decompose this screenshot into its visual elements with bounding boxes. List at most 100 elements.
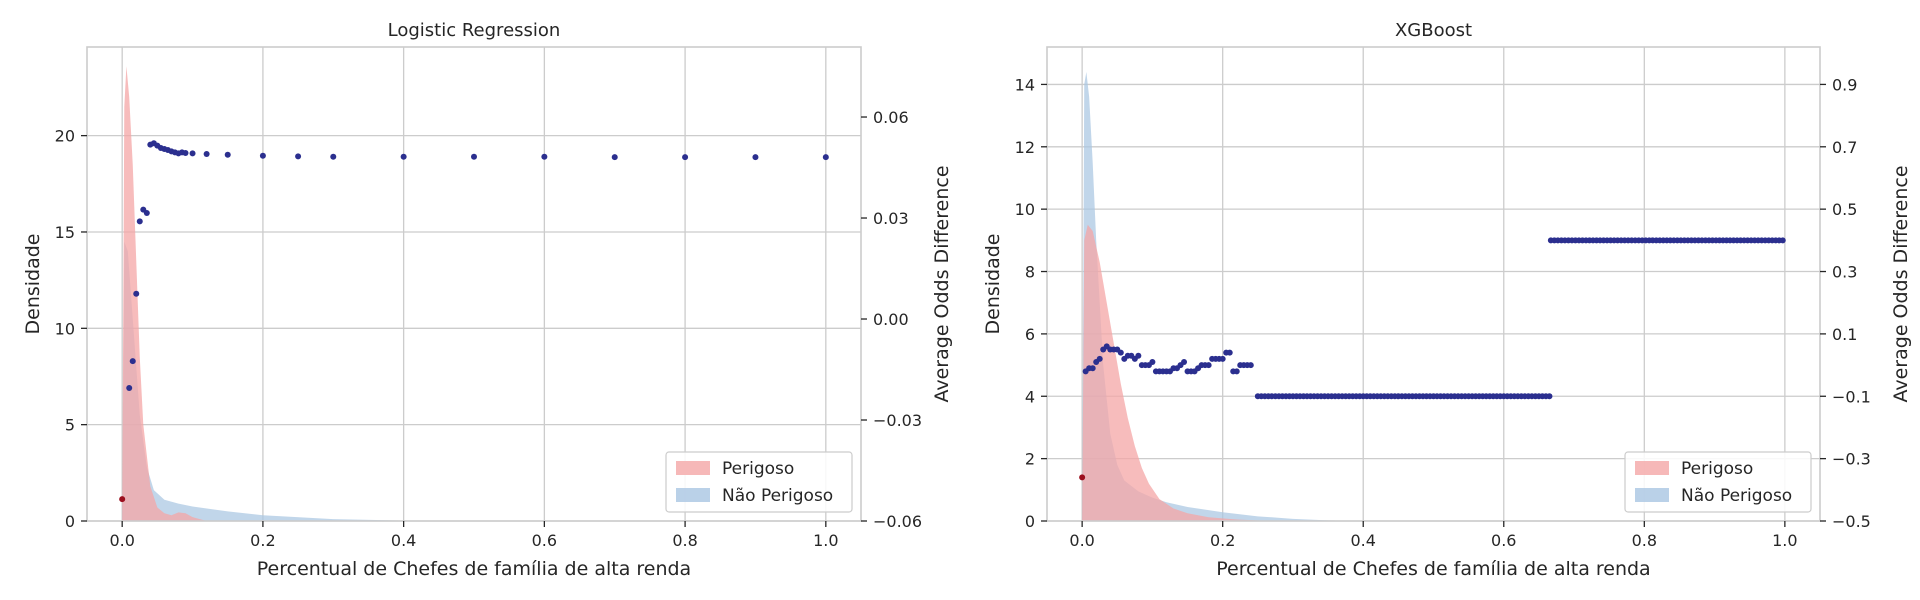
x-axis-ticks: 0.0 0.2 0.4 0.6 0.8 1.0 — [109, 521, 839, 550]
y-tick-label: 5 — [65, 416, 75, 435]
x-tick-label: 1.0 — [1772, 531, 1797, 550]
odds-difference-points — [119, 140, 829, 503]
odds-difference-point — [1779, 237, 1786, 244]
odds-difference-point — [143, 209, 150, 216]
odds-difference-point — [752, 154, 759, 161]
x-tick-label: 0.8 — [1632, 531, 1657, 550]
odds-difference-point — [136, 218, 143, 225]
y2-tick-label: −0.5 — [1832, 512, 1871, 531]
y2-tick-label: 0.06 — [873, 108, 909, 127]
odds-difference-point — [1117, 349, 1124, 356]
x-tick-label: 0.4 — [1351, 531, 1376, 550]
y-axis-label: Densidade — [982, 234, 1004, 335]
odds-difference-point — [295, 153, 302, 160]
x-axis-ticks: 0.0 0.2 0.4 0.6 0.8 1.0 — [1069, 521, 1798, 550]
odds-difference-point — [133, 290, 140, 297]
y2-tick-label: −0.1 — [1832, 387, 1871, 406]
y2-tick-label: 0.7 — [1832, 138, 1857, 157]
legend-swatch-perigoso — [1635, 461, 1669, 475]
y-tick-label: 15 — [55, 223, 75, 242]
plot-frame — [86, 46, 862, 522]
y-tick-label: 4 — [1025, 387, 1035, 406]
odds-difference-point — [1226, 349, 1233, 356]
legend-label-perigoso: Perigoso — [1681, 459, 1753, 479]
chart-title: Logistic Regression — [388, 20, 561, 41]
y-axis-right-ticks: −0.5 −0.3 −0.1 0.1 0.3 0.5 0.7 0.9 — [1820, 75, 1871, 531]
odds-difference-point — [330, 153, 337, 160]
x-tick-label: 1.0 — [813, 531, 838, 550]
odds-difference-point — [224, 151, 231, 158]
odds-difference-points — [1079, 237, 1786, 481]
x-tick-label: 0.2 — [1210, 531, 1235, 550]
legend-box — [1624, 451, 1812, 513]
x-tick-label: 0.4 — [391, 531, 416, 550]
odds-difference-point — [259, 152, 266, 159]
odds-difference-point — [611, 154, 618, 161]
y-tick-label: 0 — [65, 512, 75, 531]
x-tick-label: 0.6 — [532, 531, 557, 550]
odds-difference-point — [1219, 355, 1226, 362]
y2-tick-label: 0.00 — [873, 310, 909, 329]
y-axis-right-ticks: −0.06 −0.03 0.00 0.03 0.06 — [861, 108, 922, 531]
odds-difference-point — [1149, 358, 1156, 365]
odds-difference-point — [1247, 362, 1254, 369]
density-area-perigoso — [1082, 224, 1293, 521]
y-axis-label: Densidade — [22, 234, 44, 335]
odds-difference-point — [182, 150, 189, 157]
odds-difference-point — [1546, 393, 1553, 400]
density-areas — [1082, 71, 1364, 521]
y2-axis-label: Average Odds Difference — [931, 165, 953, 402]
odds-difference-point — [822, 154, 829, 161]
odds-difference-point — [1205, 362, 1212, 369]
odds-difference-first-point — [119, 496, 126, 503]
y-tick-label: 10 — [55, 319, 75, 338]
legend: Perigoso Não Perigoso — [665, 451, 853, 513]
x-tick-label: 0.8 — [672, 531, 697, 550]
x-axis-label: Percentual de Chefes de família de alta … — [1216, 558, 1650, 580]
y-tick-label: 14 — [1015, 75, 1035, 94]
y-tick-label: 20 — [55, 127, 75, 146]
y2-tick-label: 0.03 — [873, 209, 909, 228]
legend-box — [665, 451, 853, 513]
legend-swatch-nao-perigoso — [676, 488, 710, 502]
odds-difference-point — [203, 151, 210, 158]
odds-difference-point — [1089, 365, 1096, 372]
y-tick-label: 0 — [1025, 512, 1035, 531]
odds-difference-point — [1233, 368, 1240, 375]
x-tick-label: 0.6 — [1491, 531, 1516, 550]
y-tick-label: 6 — [1025, 325, 1035, 344]
legend-label-nao-perigoso: Não Perigoso — [1681, 486, 1792, 506]
odds-difference-point — [189, 150, 196, 157]
odds-difference-point — [541, 153, 548, 160]
y-tick-label: 10 — [1015, 200, 1035, 219]
x-tick-label: 0.0 — [109, 531, 134, 550]
legend: Perigoso Não Perigoso — [1624, 451, 1812, 513]
y2-tick-label: −0.06 — [873, 512, 922, 531]
odds-difference-first-point — [1079, 474, 1086, 481]
y-tick-label: 8 — [1025, 263, 1035, 282]
legend-label-nao-perigoso: Não Perigoso — [722, 486, 833, 506]
x-tick-label: 0.0 — [1069, 531, 1094, 550]
y2-tick-label: 0.3 — [1832, 263, 1857, 282]
y-axis-left-ticks: 0 5 10 15 20 — [55, 127, 87, 531]
y2-tick-label: 0.5 — [1832, 200, 1857, 219]
y2-tick-label: 0.9 — [1832, 75, 1857, 94]
x-axis-label: Percentual de Chefes de família de alta … — [257, 558, 691, 580]
odds-difference-point — [682, 154, 689, 161]
odds-difference-point — [400, 153, 407, 160]
y-tick-label: 12 — [1015, 138, 1035, 157]
density-area-perigoso — [122, 66, 207, 522]
legend-swatch-perigoso — [676, 461, 710, 475]
legend-swatch-nao-perigoso — [1635, 488, 1669, 502]
odds-difference-point — [129, 358, 136, 365]
y2-axis-label: Average Odds Difference — [1890, 165, 1912, 402]
y-axis-left-ticks: 0 2 4 6 8 10 12 14 — [1015, 75, 1047, 531]
odds-difference-point — [1181, 358, 1188, 365]
odds-difference-point — [1096, 355, 1103, 362]
density-areas — [122, 66, 475, 522]
y2-tick-label: −0.03 — [873, 411, 922, 430]
chart-title: XGBoost — [1395, 20, 1472, 41]
